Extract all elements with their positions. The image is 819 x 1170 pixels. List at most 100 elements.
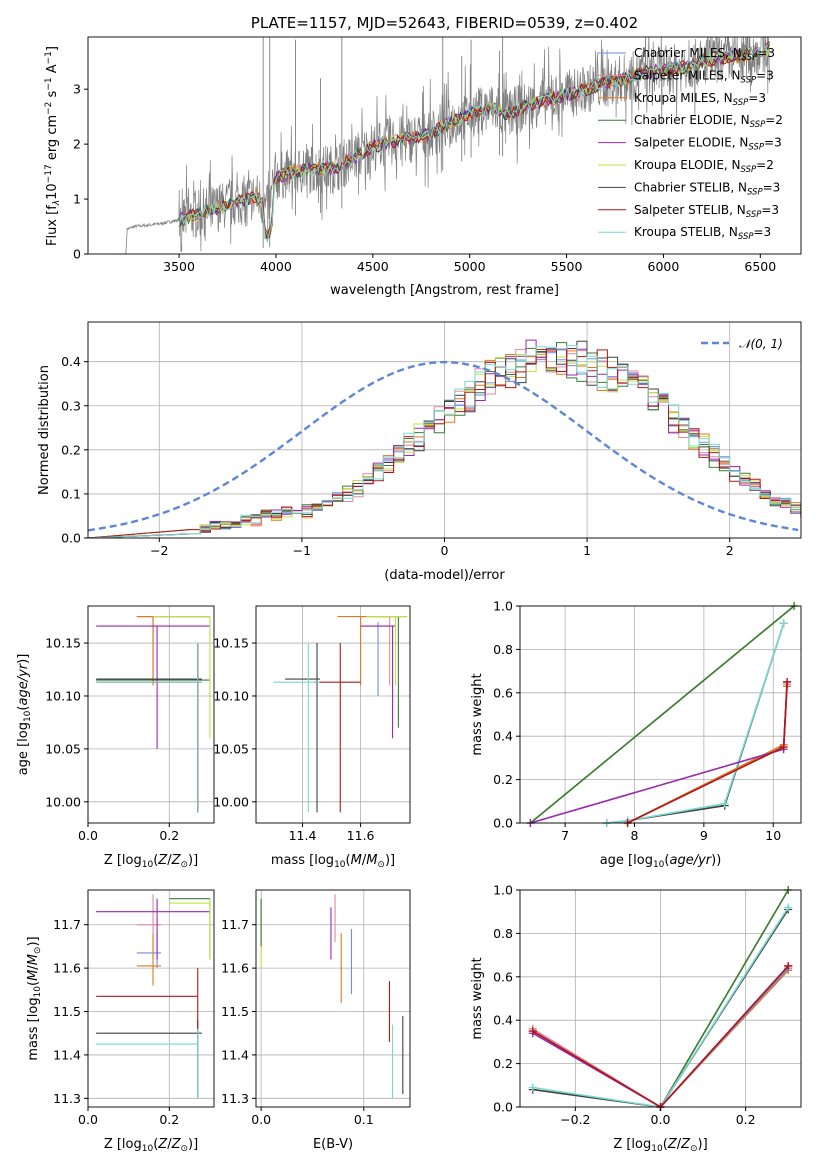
weight-line	[606, 623, 785, 824]
x-tick-label: 6500	[744, 259, 776, 274]
y-tick-label: 0.4	[493, 729, 513, 744]
mass-vs-EBV-panel: 0.0 0.1 11.3 11.4 11.5 11.6 11.7 E(B-V)	[221, 889, 411, 1152]
axes-frame	[87, 605, 215, 824]
y-tick-label: 11.5	[221, 1004, 249, 1019]
y-axis-label: mass [log10(M/M⊙)]	[26, 936, 43, 1060]
y-tick-label: 0.4	[61, 354, 81, 369]
y-tick-label: 1.0	[493, 599, 513, 614]
weight-marker	[779, 619, 788, 628]
age-vs-Z-panel: 0.0 0.2 10.00 10.05 10.10 10.15 Z [log10(Z/Z⊙)…	[16, 605, 215, 870]
y-tick-label: 0.3	[61, 398, 81, 413]
chart-title: PLATE=1157, MJD=52643, FIBERID=0539, z=0…	[251, 14, 638, 32]
y-tick-label: 11.6	[221, 961, 249, 976]
y-tick-label: 0.8	[493, 642, 513, 657]
y-tick-label: 0.2	[61, 442, 81, 457]
y-tick-label: 11.4	[53, 1047, 81, 1062]
residual-histogram	[88, 345, 801, 538]
axes-frame	[255, 605, 411, 824]
weight-line	[529, 605, 795, 824]
weight-marker	[720, 799, 729, 808]
x-tick-label: 5000	[454, 259, 486, 274]
y-tick-label: 10.10	[45, 688, 81, 703]
axes-frame	[255, 889, 411, 1108]
weight-marker	[784, 903, 793, 912]
spectrum-panel: 3500 4000 4500 5000 5500 6000 6500 0 1 2 3 PLATE=11…	[44, 14, 802, 298]
x-tick-label: 0	[441, 543, 449, 558]
x-tick-label: −2	[150, 543, 168, 558]
y-axis-label: mass weight	[470, 957, 485, 1039]
residuals-panel: −2 −1 0 1 2 0.0 0.1 0.2 0.3 0.4 (data-model)/error…	[37, 321, 802, 583]
weight-line	[530, 681, 788, 824]
y-axis-label: Flux [fλ10−17 erg cm−2 s−1 A−1]	[44, 46, 62, 246]
y-tick-label: 10.05	[213, 741, 249, 756]
y-tick-label: 11.7	[221, 917, 249, 932]
y-tick-label: 1	[73, 192, 81, 207]
x-axis-label: Z [log10(Z/Z⊙)]	[104, 853, 198, 870]
y-tick-label: 0.0	[61, 531, 81, 546]
y-axis-label: age [log10(age/yr)]	[16, 654, 33, 776]
y-tick-label: 11.7	[53, 917, 81, 932]
x-tick-label: −1	[293, 543, 311, 558]
weight-vs-Z-panel: −0.2 0.0 0.2 0.0 0.2 0.4 0.6 0.8 1.0 Z [log10(Z/Z…	[470, 883, 802, 1154]
y-tick-label: 0.0	[493, 1100, 513, 1115]
x-tick-label: 6000	[648, 259, 680, 274]
legend-entry: Salpeter ELODIE, NSSP=3	[634, 136, 782, 153]
x-axis-label: E(B-V)	[313, 1137, 353, 1152]
legend-entry: Chabrier ELODIE, NSSP=2	[634, 113, 783, 130]
legend-entry: Kroupa ELODIE, NSSP=2	[634, 158, 774, 175]
residual-histogram	[88, 353, 801, 538]
y-tick-label: 10.00	[213, 794, 249, 809]
y-tick-label: 10.15	[45, 636, 81, 651]
x-axis-label: (data-model)/error	[384, 568, 505, 583]
y-tick-label: 11.3	[53, 1091, 81, 1106]
x-tick-label: 0.0	[78, 828, 98, 843]
y-tick-label: 0.6	[493, 969, 513, 984]
y-tick-label: 10.00	[45, 794, 81, 809]
weight-vs-age-panel: 7 8 9 10 0.0 0.2 0.4 0.6 0.8 1.0 age [log10(age/yr…	[470, 599, 802, 870]
y-tick-label: 11.3	[221, 1091, 249, 1106]
age-vs-mass-panel: 11.4 11.6 10.00 10.05 10.10 10.15 mass [log10(…	[213, 605, 411, 870]
x-tick-label: 0.2	[736, 1112, 756, 1127]
axes-frame	[519, 605, 802, 824]
x-tick-label: 7	[561, 828, 569, 843]
mass-vs-Z-panel: 0.0 0.2 11.3 11.4 11.5 11.6 11.7 Z [log10(Z/Z⊙)…	[26, 889, 215, 1154]
x-axis-label: Z [log10(Z/Z⊙)]	[104, 1137, 198, 1154]
weight-line	[659, 889, 789, 1108]
x-tick-label: 1	[583, 543, 591, 558]
weight-marker	[784, 961, 793, 970]
legend-entry: 𝒩(0, 1)	[739, 337, 783, 351]
weight-marker	[783, 677, 792, 686]
legend-entry: Salpeter MILES, NSSP=3	[634, 68, 774, 85]
y-tick-label: 11.6	[53, 961, 81, 976]
axes-frame	[87, 889, 215, 1108]
weight-marker	[779, 743, 788, 752]
y-tick-label: 10.05	[45, 741, 81, 756]
x-axis-label: age [log10(age/yr))	[600, 853, 722, 870]
legend-entry: Chabrier MILES, NSSP=3	[634, 46, 775, 63]
y-tick-label: 10.15	[213, 636, 249, 651]
x-tick-label: 10	[765, 828, 781, 843]
axes-frame	[87, 36, 802, 255]
model-spectrum	[178, 46, 770, 236]
x-axis-label: Z [log10(Z/Z⊙)]	[613, 1137, 707, 1154]
data-spectrum-edge	[117, 230, 128, 254]
legend-entry: Salpeter STELIB, NSSP=3	[634, 203, 779, 220]
normal-curve	[87, 360, 799, 532]
x-tick-label: 0.2	[159, 1112, 179, 1127]
y-tick-label: 0.0	[493, 816, 513, 831]
x-tick-label: 0.0	[251, 1112, 271, 1127]
weight-marker	[528, 1083, 537, 1092]
y-tick-label: 11.4	[221, 1047, 249, 1062]
x-tick-label: 0.0	[78, 1112, 98, 1127]
x-tick-label: 5500	[551, 259, 583, 274]
y-tick-label: 0.2	[493, 772, 513, 787]
x-tick-label: 4500	[357, 259, 389, 274]
y-tick-label: 0.4	[493, 1013, 513, 1028]
weight-line	[627, 684, 788, 824]
x-axis-label: wavelength [Angstrom, rest frame]	[330, 283, 559, 298]
weight-line	[627, 681, 788, 824]
legend-entry: Kroupa STELIB, NSSP=3	[634, 225, 771, 242]
weight-line	[627, 684, 788, 824]
y-tick-label: 0.2	[493, 1056, 513, 1071]
